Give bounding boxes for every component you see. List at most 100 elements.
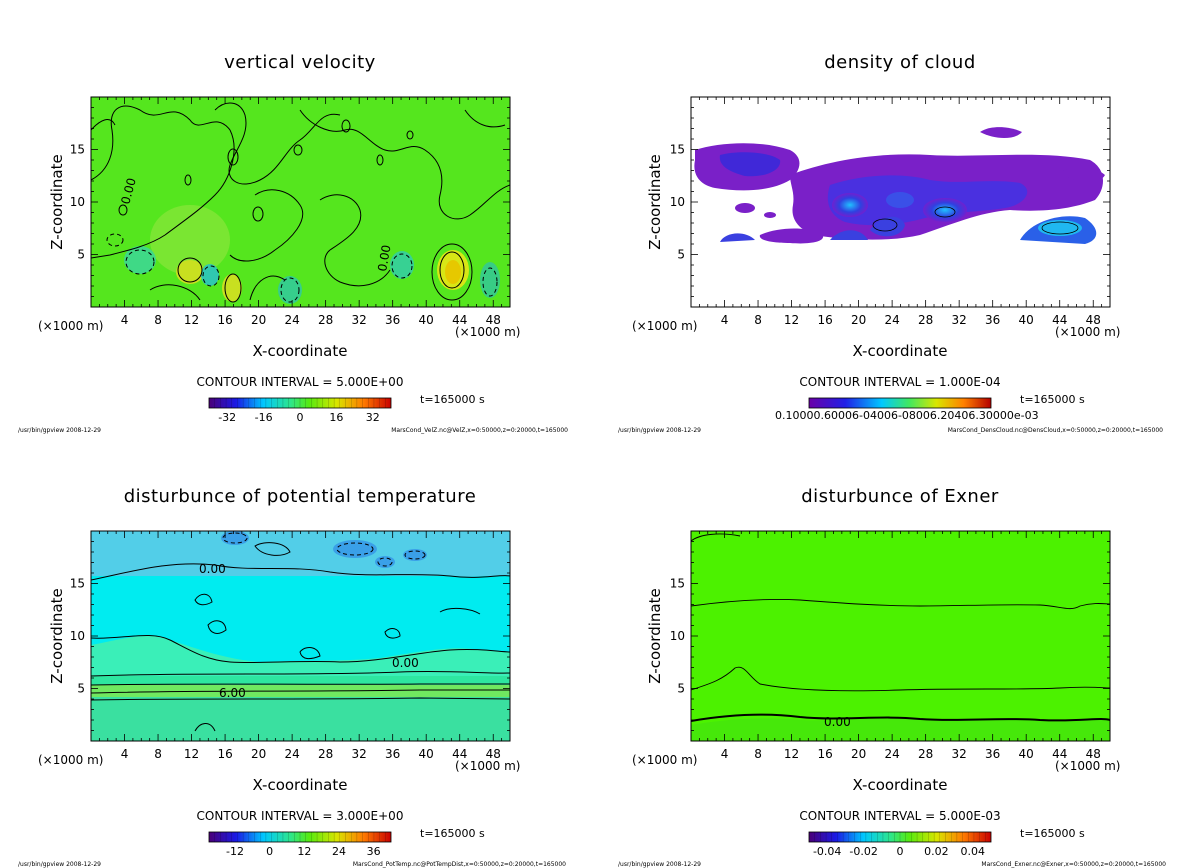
x-unit-label-right: (×1000 m) bbox=[1055, 325, 1120, 339]
y-tick-label: 15 bbox=[70, 143, 85, 157]
contour-interval: CONTOUR INTERVAL = 5.000E+00 bbox=[197, 375, 404, 389]
colorbar-tick-label: 0 bbox=[297, 411, 304, 424]
x-tick-label: 24 bbox=[284, 313, 299, 327]
panel-exner: disturbunce of Exner 0.00 4 8 12 16 20 24 28 32… bbox=[618, 486, 1166, 868]
contour-interval: CONTOUR INTERVAL = 1.000E-04 bbox=[799, 375, 1000, 389]
contour-interval: CONTOUR INTERVAL = 3.000E+00 bbox=[197, 809, 404, 823]
x-tick-label: 4 bbox=[121, 747, 129, 761]
field-plot: 0.00 bbox=[691, 531, 1110, 741]
x-tick-label: 44 bbox=[1052, 313, 1067, 327]
x-tick-label: 36 bbox=[385, 747, 400, 761]
x-tick-label: 36 bbox=[985, 747, 1000, 761]
y-axis-label: Z-coordinate bbox=[48, 154, 66, 249]
footer-left: /usr/bin/gpview 2008-12-29 bbox=[618, 427, 701, 434]
x-tick-label: 12 bbox=[184, 313, 199, 327]
panel-title: disturbunce of Exner bbox=[801, 486, 999, 507]
colorbar-tick-label: 12 bbox=[297, 845, 311, 858]
y-tick-label: 10 bbox=[670, 629, 685, 643]
x-tick-label: 8 bbox=[154, 747, 162, 761]
contour-label: 0.00 bbox=[118, 176, 138, 205]
x-tick-label: 4 bbox=[721, 747, 729, 761]
x-unit-label: (×1000 m) bbox=[38, 753, 103, 767]
contour-label: 0.00 bbox=[375, 244, 393, 273]
panel-title: vertical velocity bbox=[224, 52, 376, 73]
x-unit-label: (×1000 m) bbox=[632, 319, 697, 333]
field-plot: 0.00 0.00 6.00 bbox=[91, 531, 510, 741]
colorbar-tick-label: 0.04 bbox=[961, 845, 986, 858]
x-tick-label: 12 bbox=[784, 747, 799, 761]
footer-right: MarsCond_DensCloud.nc@DensCloud,x=0:5000… bbox=[948, 427, 1163, 434]
colorbar-tick-label: 24 bbox=[332, 845, 346, 858]
x-tick-label: 44 bbox=[452, 313, 467, 327]
x-tick-label: 8 bbox=[754, 747, 762, 761]
time-label: t=165000 s bbox=[1020, 393, 1085, 406]
panel-potential-temperature: disturbunce of potential temperature bbox=[18, 486, 566, 868]
x-unit-label-right: (×1000 m) bbox=[455, 325, 520, 339]
colorbar-tick-label: 0.02 bbox=[924, 845, 949, 858]
x-tick-label: 4 bbox=[121, 313, 129, 327]
contour-label: 0.00 bbox=[392, 656, 419, 670]
colorbar bbox=[808, 397, 992, 409]
x-tick-label: 28 bbox=[318, 747, 333, 761]
x-tick-label: 20 bbox=[851, 313, 866, 327]
footer-right: MarsCond_Exner.nc@Exner,x=0:50000,z=0:20… bbox=[981, 861, 1166, 868]
x-tick-label: 36 bbox=[985, 313, 1000, 327]
panel-title: density of cloud bbox=[824, 52, 976, 73]
x-tick-label: 28 bbox=[918, 313, 933, 327]
y-tick-label: 5 bbox=[77, 248, 85, 262]
colorbar-labels: 0.10000.60006-04006-08006.20406.30000e-0… bbox=[775, 409, 1039, 422]
colorbar-tick-label: 36 bbox=[367, 845, 381, 858]
x-axis-label: X-coordinate bbox=[253, 342, 348, 360]
y-tick-label: 15 bbox=[670, 143, 685, 157]
contour-label: 0.00 bbox=[824, 715, 851, 729]
colorbar-tick-label: -0.04 bbox=[813, 845, 841, 858]
x-tick-label: 24 bbox=[884, 313, 899, 327]
x-tick-label: 12 bbox=[184, 747, 199, 761]
time-label: t=165000 s bbox=[420, 393, 485, 406]
x-tick-label: 40 bbox=[419, 747, 434, 761]
x-tick-label: 16 bbox=[817, 313, 832, 327]
footer-left: /usr/bin/gpview 2008-12-29 bbox=[618, 861, 701, 868]
x-tick-label: 36 bbox=[385, 313, 400, 327]
colorbar-tick-label: 16 bbox=[329, 411, 343, 424]
x-tick-label: 12 bbox=[784, 313, 799, 327]
y-tick-label: 10 bbox=[70, 195, 85, 209]
colorbar-tick-label: -0.02 bbox=[849, 845, 877, 858]
time-label: t=165000 s bbox=[420, 827, 485, 840]
x-tick-label: 40 bbox=[1019, 313, 1034, 327]
x-tick-label: 28 bbox=[318, 313, 333, 327]
x-tick-label: 16 bbox=[217, 313, 232, 327]
y-tick-label: 5 bbox=[677, 248, 685, 262]
x-tick-label: 8 bbox=[754, 313, 762, 327]
panel-title: disturbunce of potential temperature bbox=[124, 486, 477, 507]
x-axis-label: X-coordinate bbox=[853, 776, 948, 794]
y-tick-label: 5 bbox=[677, 682, 685, 696]
y-tick-label: 10 bbox=[70, 629, 85, 643]
colorbar-tick-label: 32 bbox=[366, 411, 380, 424]
x-tick-label: 20 bbox=[251, 747, 266, 761]
y-axis-label: Z-coordinate bbox=[646, 588, 664, 683]
x-tick-label: 16 bbox=[817, 747, 832, 761]
y-axis-label: Z-coordinate bbox=[48, 588, 66, 683]
colorbar-tick-label: -12 bbox=[226, 845, 244, 858]
x-tick-label: 4 bbox=[721, 313, 729, 327]
footer-right: MarsCond_VelZ.nc@VelZ,x=0:50000,z=0:2000… bbox=[391, 427, 568, 434]
field-plot bbox=[691, 97, 1110, 307]
x-unit-label: (×1000 m) bbox=[38, 319, 103, 333]
x-tick-label: 32 bbox=[952, 313, 967, 327]
x-tick-label: 32 bbox=[352, 747, 367, 761]
field-background bbox=[691, 531, 1110, 741]
x-tick-label: 32 bbox=[352, 313, 367, 327]
y-tick-label: 15 bbox=[670, 577, 685, 591]
x-tick-label: 44 bbox=[452, 747, 467, 761]
x-tick-label: 48 bbox=[486, 313, 501, 327]
contour-label: 6.00 bbox=[219, 686, 246, 700]
x-tick-label: 24 bbox=[884, 747, 899, 761]
x-tick-label: 48 bbox=[486, 747, 501, 761]
y-axis-label: Z-coordinate bbox=[646, 154, 664, 249]
x-unit-label-right: (×1000 m) bbox=[455, 759, 520, 773]
y-tick-label: 15 bbox=[70, 577, 85, 591]
x-tick-label: 40 bbox=[419, 313, 434, 327]
x-tick-label: 40 bbox=[1019, 747, 1034, 761]
